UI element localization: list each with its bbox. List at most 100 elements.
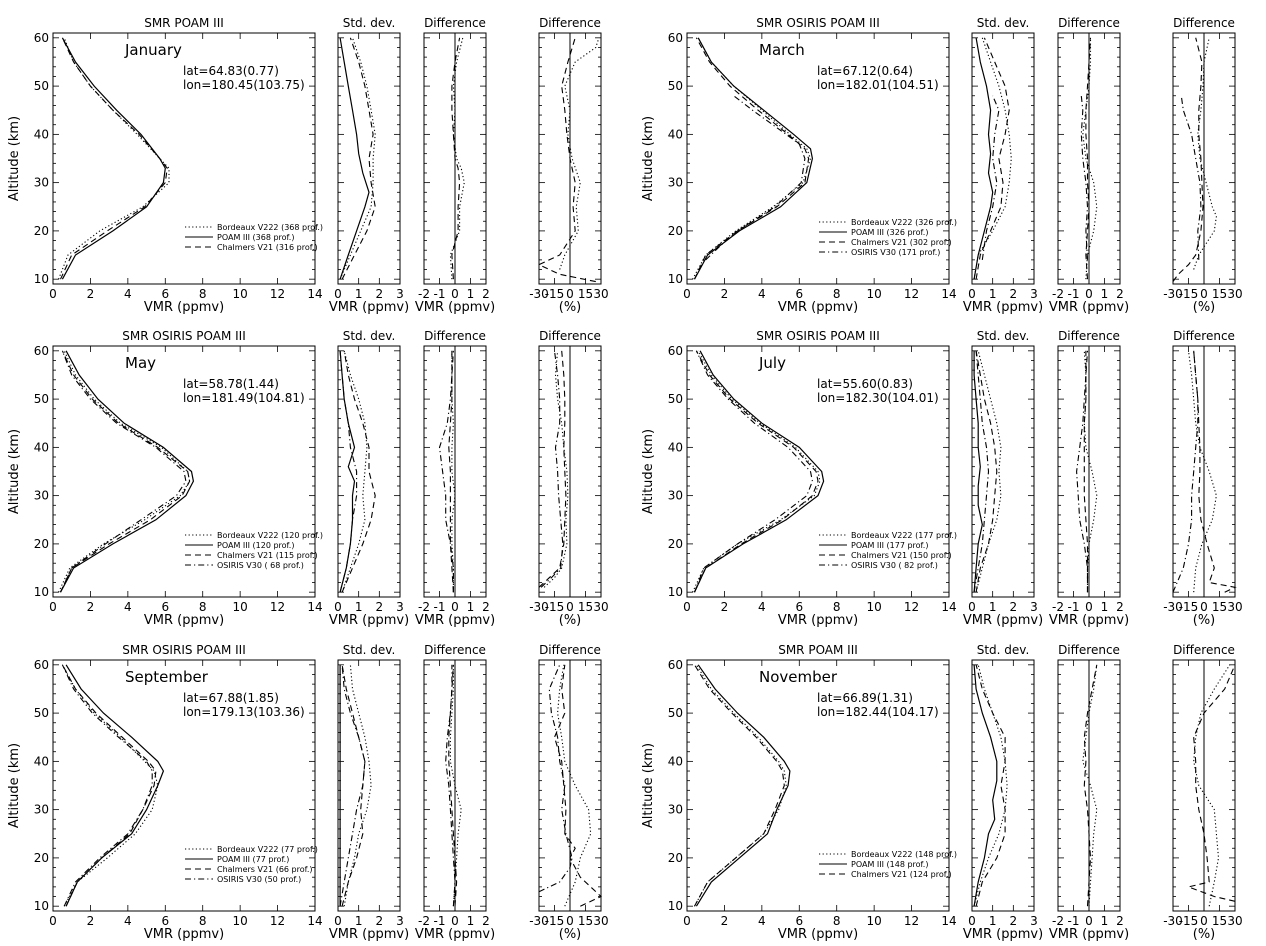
x-tick-label: -1 bbox=[434, 600, 446, 614]
x-tick-label: 30 bbox=[1227, 600, 1242, 614]
series-line bbox=[1193, 350, 1237, 593]
x-tick-label: 14 bbox=[941, 600, 956, 614]
x-tick-label: 10 bbox=[867, 600, 882, 614]
panel-4: Difference -30-15 0 15 30 (%) bbox=[1163, 643, 1242, 942]
x-tick-label: 3 bbox=[396, 600, 404, 614]
x-tick-label: 30 bbox=[593, 600, 608, 614]
x-tick-label: 3 bbox=[396, 914, 404, 928]
y-tick-label: 60 bbox=[34, 31, 49, 45]
x-tick-label: -2 bbox=[1052, 287, 1064, 301]
x-tick-label: 0 bbox=[1085, 600, 1093, 614]
x-tick-label: 14 bbox=[941, 914, 956, 928]
x-tick-label: 0 bbox=[49, 914, 57, 928]
x-axis-label: VMR (ppmv) bbox=[963, 300, 1043, 315]
series-line bbox=[1172, 350, 1199, 593]
series-line bbox=[1187, 350, 1217, 593]
panel-title: Difference bbox=[424, 329, 486, 343]
y-tick-label: 40 bbox=[668, 127, 683, 141]
x-tick-label: 0 bbox=[451, 600, 459, 614]
x-tick-label: 0 bbox=[451, 914, 459, 928]
legend-entry: Bordeaux V222 (177 prof.) bbox=[851, 531, 957, 540]
x-tick-label: 4 bbox=[124, 914, 132, 928]
x-tick-label: 1 bbox=[989, 914, 997, 928]
series-line bbox=[693, 37, 814, 280]
series-line bbox=[553, 664, 602, 907]
x-tick-label: 1 bbox=[1101, 914, 1109, 928]
x-tick-label: 14 bbox=[307, 600, 322, 614]
x-tick-label: 12 bbox=[270, 600, 285, 614]
series-line bbox=[341, 350, 376, 593]
panel-1: SMR OSIRIS POAM III 10 20 30 40 50 60 0 2 4 6 8 10 12… bbox=[34, 329, 323, 628]
series-line bbox=[449, 37, 465, 280]
series-line bbox=[537, 37, 596, 283]
x-axis-label: (%) bbox=[1193, 613, 1216, 628]
x-tick-label: -30 bbox=[1163, 287, 1183, 301]
panel-title: SMR POAM III bbox=[144, 16, 224, 30]
plot-frame bbox=[686, 659, 950, 912]
panel-title: SMR OSIRIS POAM III bbox=[756, 16, 880, 30]
lat-label: lat=58.78(1.44) bbox=[183, 377, 279, 391]
x-tick-label: 2 bbox=[87, 287, 95, 301]
y-tick-label: 50 bbox=[668, 706, 683, 720]
series-line bbox=[65, 664, 165, 907]
x-axis-label: VMR (ppmv) bbox=[1049, 927, 1129, 942]
y-tick-label: 40 bbox=[34, 127, 49, 141]
y-tick-label: 60 bbox=[668, 344, 683, 358]
x-tick-label: 15 bbox=[578, 600, 593, 614]
x-axis-label: (%) bbox=[559, 927, 582, 942]
plot-frame bbox=[52, 659, 316, 912]
panel-title: Difference bbox=[539, 16, 601, 30]
series-line bbox=[694, 37, 810, 280]
panel-title: SMR POAM III bbox=[778, 643, 858, 657]
x-tick-label: 1 bbox=[1101, 600, 1109, 614]
legend-entry: Chalmers V21 (124 prof.) bbox=[851, 870, 952, 879]
y-axis-label: Altitude (km) bbox=[7, 429, 22, 514]
series-line bbox=[694, 664, 787, 907]
series-line bbox=[1193, 664, 1231, 907]
x-tick-label: 6 bbox=[161, 914, 169, 928]
panel-title: Difference bbox=[1173, 643, 1235, 657]
lon-label: lon=182.30(104.01) bbox=[817, 391, 939, 405]
x-tick-label: 12 bbox=[904, 600, 919, 614]
x-axis-label: (%) bbox=[1193, 300, 1216, 315]
x-tick-label: 15 bbox=[1212, 600, 1227, 614]
month-label: July bbox=[758, 354, 786, 372]
x-tick-label: 4 bbox=[758, 287, 766, 301]
x-tick-label: -2 bbox=[418, 287, 430, 301]
series-line bbox=[1085, 37, 1092, 280]
x-tick-label: 0 bbox=[49, 600, 57, 614]
x-tick-label: 14 bbox=[307, 287, 322, 301]
x-tick-label: -2 bbox=[418, 914, 430, 928]
panel-title: Difference bbox=[539, 329, 601, 343]
y-axis-label: Altitude (km) bbox=[641, 429, 656, 514]
x-tick-label: 2 bbox=[721, 287, 729, 301]
x-tick-label: 3 bbox=[396, 287, 404, 301]
series-line bbox=[694, 350, 819, 593]
x-tick-label: 15 bbox=[578, 287, 593, 301]
series-line bbox=[451, 37, 461, 280]
x-tick-label: 8 bbox=[833, 287, 841, 301]
lon-label: lon=182.44(104.17) bbox=[817, 705, 939, 719]
series-line bbox=[692, 37, 812, 280]
y-tick-label: 20 bbox=[34, 224, 49, 238]
x-axis-label: VMR (ppmv) bbox=[415, 613, 495, 628]
panel-title: Difference bbox=[1173, 16, 1235, 30]
y-tick-label: 50 bbox=[34, 392, 49, 406]
x-axis-label: VMR (ppmv) bbox=[329, 613, 409, 628]
legend-entry: POAM III (77 prof.) bbox=[217, 855, 289, 864]
legend-entry: Bordeaux V222 (326 prof.) bbox=[851, 218, 957, 227]
x-axis-label: VMR (ppmv) bbox=[415, 300, 495, 315]
x-tick-label: -30 bbox=[529, 600, 549, 614]
legend-entry: POAM III (120 prof.) bbox=[217, 541, 294, 550]
x-tick-label: 1 bbox=[355, 914, 363, 928]
plot-frame bbox=[337, 345, 401, 598]
x-tick-label: 12 bbox=[270, 287, 285, 301]
series-line bbox=[61, 664, 153, 907]
x-tick-label: 0 bbox=[1200, 600, 1208, 614]
y-axis-label: Altitude (km) bbox=[7, 116, 22, 201]
x-tick-label: 4 bbox=[758, 914, 766, 928]
x-tick-label: -1 bbox=[1068, 600, 1080, 614]
series-line bbox=[1186, 664, 1236, 902]
